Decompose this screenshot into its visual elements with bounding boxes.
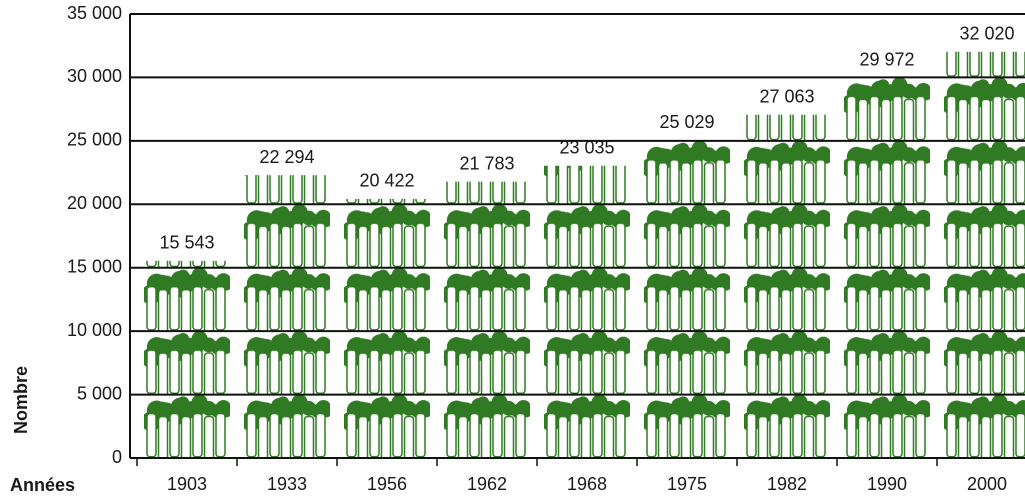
y-tick-label: 0 [112,447,122,467]
x-tick-label: 1903 [167,474,207,494]
y-tick-label: 35 000 [67,3,122,23]
y-tick-label: 10 000 [67,320,122,340]
bar [944,51,1025,458]
x-tick-label: 1990 [867,474,907,494]
y-tick-label: 20 000 [67,193,122,213]
value-label: 15 543 [159,233,214,253]
x-tick-label: 1933 [267,474,307,494]
bar [344,198,430,458]
x-tick-label: 1968 [567,474,607,494]
value-label: 22 294 [259,147,314,167]
bar [244,175,330,458]
x-tick-label: 1956 [367,474,407,494]
value-label: 29 972 [859,50,914,70]
bar [544,165,630,458]
bar [144,260,230,458]
y-tick-label: 5 000 [77,383,122,403]
bar [644,140,730,458]
bar [444,181,530,458]
value-label: 25 029 [659,112,714,132]
bar [744,114,830,458]
y-tick-label: 15 000 [67,256,122,276]
x-tick-label: 1962 [467,474,507,494]
value-label: 32 020 [959,24,1014,44]
value-label: 20 422 [359,171,414,191]
x-tick-label: 2000 [967,474,1007,494]
x-tick-label: 1982 [767,474,807,494]
value-label: 21 783 [459,153,514,173]
x-axis-label: Années [10,475,75,495]
y-axis-label: Nombre [11,366,31,434]
x-tick-label: 1975 [667,474,707,494]
value-label: 27 063 [759,86,814,106]
value-label: 23 035 [559,138,614,158]
y-tick-label: 25 000 [67,130,122,150]
y-tick-label: 30 000 [67,66,122,86]
